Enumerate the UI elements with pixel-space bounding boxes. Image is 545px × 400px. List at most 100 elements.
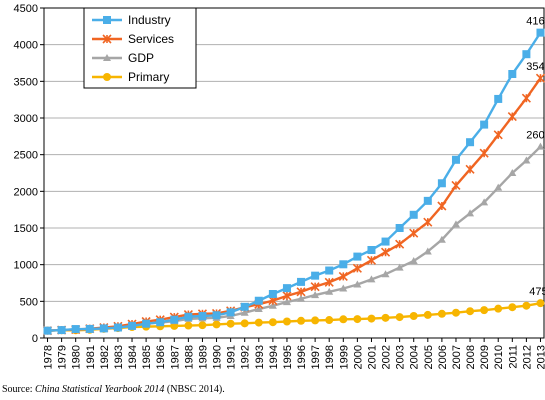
data-point [465, 164, 475, 174]
data-point [480, 306, 489, 315]
legend: Industry Services GDP Primary [83, 7, 197, 89]
x-tick-label: 1996 [296, 345, 308, 369]
data-point [507, 111, 517, 122]
chart: 0 500 1000 1500 2000 2500 3000 3500 4000 4500 197… [14, 3, 545, 369]
data-point [381, 270, 390, 278]
x-tick-label: 1994 [268, 345, 280, 369]
data-point [522, 50, 531, 59]
data-point [85, 324, 94, 333]
data-point [480, 198, 489, 206]
legend-item-gdp: GDP [92, 51, 154, 65]
x-tick-label: 1993 [254, 345, 266, 369]
data-point [535, 73, 545, 83]
data-point [437, 201, 447, 211]
data-point [409, 228, 419, 238]
x-tick-label: 1981 [85, 345, 97, 369]
data-point [508, 70, 517, 78]
data-point [381, 237, 390, 246]
end-labels: 4164 3543 2609 475 [526, 16, 545, 299]
data-point [536, 28, 545, 37]
x-tick-label: 2013 [535, 345, 545, 369]
x-tick-label: 1984 [127, 345, 139, 369]
data-point [113, 323, 122, 332]
data-point [395, 239, 405, 249]
data-point [480, 120, 489, 129]
data-point [395, 224, 404, 232]
x-tick-label: 2000 [352, 345, 364, 369]
legend-box [83, 7, 197, 89]
data-point [156, 318, 165, 327]
x-tick-label: 2006 [437, 345, 449, 369]
y-tick-label: 2000 [14, 186, 38, 198]
data-point [451, 220, 460, 228]
data-point [395, 263, 404, 271]
data-point [493, 130, 503, 140]
data-point [103, 73, 111, 81]
series-line [47, 77, 542, 332]
data-point [142, 319, 151, 328]
data-point [43, 326, 52, 335]
series-industry [43, 28, 545, 335]
data-point [325, 287, 334, 295]
data-point [99, 324, 108, 333]
data-point [254, 296, 263, 305]
y-tick-label: 1500 [14, 223, 38, 235]
data-point [71, 325, 80, 334]
legend-item-primary: Primary [92, 70, 169, 84]
x-tick-label: 2004 [409, 345, 421, 369]
y-tick-label: 3500 [14, 76, 38, 88]
data-point [226, 319, 235, 328]
data-point [268, 301, 277, 309]
legend-label: Industry [128, 13, 171, 27]
data-point [536, 299, 545, 308]
data-point [339, 284, 348, 292]
x-tick-label: 2002 [381, 345, 393, 369]
data-point [494, 183, 503, 191]
x-tick-label: 1989 [197, 345, 209, 369]
data-point [353, 315, 362, 324]
data-point [102, 34, 112, 44]
data-point [184, 312, 193, 321]
x-tick-label: 1988 [183, 345, 195, 369]
data-label: 475 [529, 286, 545, 298]
data-point [409, 257, 418, 264]
data-point [297, 316, 306, 325]
x-tick-label: 1999 [338, 345, 350, 369]
data-point [296, 287, 306, 297]
x-tick-label: 2007 [451, 345, 463, 369]
data-label: 3543 [526, 61, 545, 73]
legend-label: Services [128, 32, 174, 46]
x-tick-label: 1987 [169, 345, 181, 369]
data-point [466, 307, 475, 316]
data-point [353, 252, 362, 261]
x-tick-label: 1979 [57, 345, 69, 369]
data-point [339, 260, 348, 269]
data-point [381, 313, 390, 322]
data-point [494, 94, 503, 103]
data-point [339, 315, 348, 324]
data-point [522, 156, 531, 164]
data-point [437, 309, 446, 318]
x-tick-label: 1998 [324, 345, 336, 369]
y-tick-label: 0 [32, 333, 38, 345]
data-point [367, 246, 376, 254]
data-point [423, 217, 433, 227]
x-tick-label: 1985 [141, 345, 153, 369]
data-point [240, 308, 249, 316]
data-point [508, 169, 517, 176]
data-point [451, 155, 460, 164]
x-tick-label: 1991 [226, 345, 238, 369]
data-point [367, 275, 376, 283]
y-axis: 0 500 1000 1500 2000 2500 3000 3500 4000 4500 [14, 3, 44, 345]
data-point [423, 310, 432, 319]
source-suffix: (NBSC 2014). [164, 384, 225, 395]
y-tick-label: 4000 [14, 40, 38, 52]
x-tick-label: 1983 [113, 345, 125, 369]
data-point [451, 308, 460, 317]
x-tick-label: 1995 [282, 345, 294, 369]
data-point [310, 282, 320, 292]
data-point [508, 303, 517, 312]
data-point [282, 291, 292, 301]
source-title: China Statistical Yearbook 2014 [35, 384, 165, 395]
x-tick-label: 2005 [423, 345, 435, 369]
